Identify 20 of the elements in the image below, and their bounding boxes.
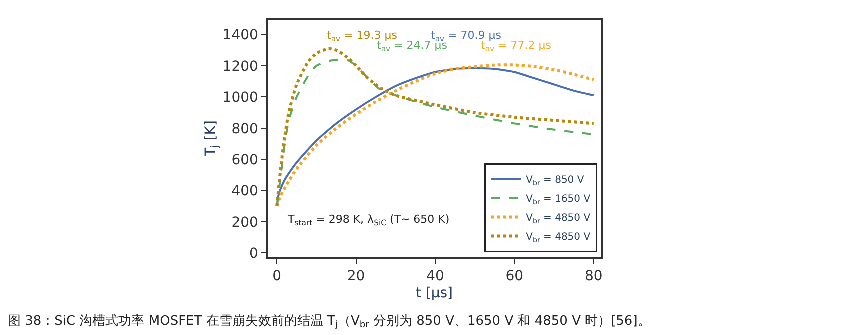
x-tick-label: 60: [506, 268, 524, 285]
x-axis-title: t [μs]: [416, 285, 454, 302]
x-tick-label: 80: [584, 268, 603, 285]
x-tick-label: 20: [347, 268, 366, 285]
y-tick-label: 1200: [222, 58, 258, 75]
legend-label: V$_{br}$ = 1650 V: [526, 194, 591, 206]
legend-label: V$_{br}$ = 4850 V: [526, 232, 591, 244]
y-tick-label: 800: [232, 121, 258, 138]
y-tick-label: 1400: [222, 28, 258, 44]
y-tick-label: 0: [250, 246, 258, 262]
annotation: T$_{start}$ = 298 K, λ$_{SiC}$ (T~ 650 K): [287, 213, 450, 228]
x-tick-label: 0: [272, 268, 282, 285]
x-tick-label: 40: [426, 268, 444, 285]
y-tick-label: 400: [232, 184, 258, 200]
legend-label: V$_{br}$ = 4850 V: [526, 213, 591, 226]
legend-label: V$_{br}$ = 850 V: [526, 175, 584, 188]
caption: 图 38：SiC 沟槽式功率 MOSFET 在雪崩失效前的结温 T$_{j}$（V$_{br}$ 分别为 850 V、1650 V 和 4850 V 时）[56]。: [8, 313, 651, 331]
y-tick-label: 600: [232, 152, 258, 168]
y-tick-label: 200: [232, 214, 258, 231]
y-tick-label: 1000: [222, 90, 258, 106]
